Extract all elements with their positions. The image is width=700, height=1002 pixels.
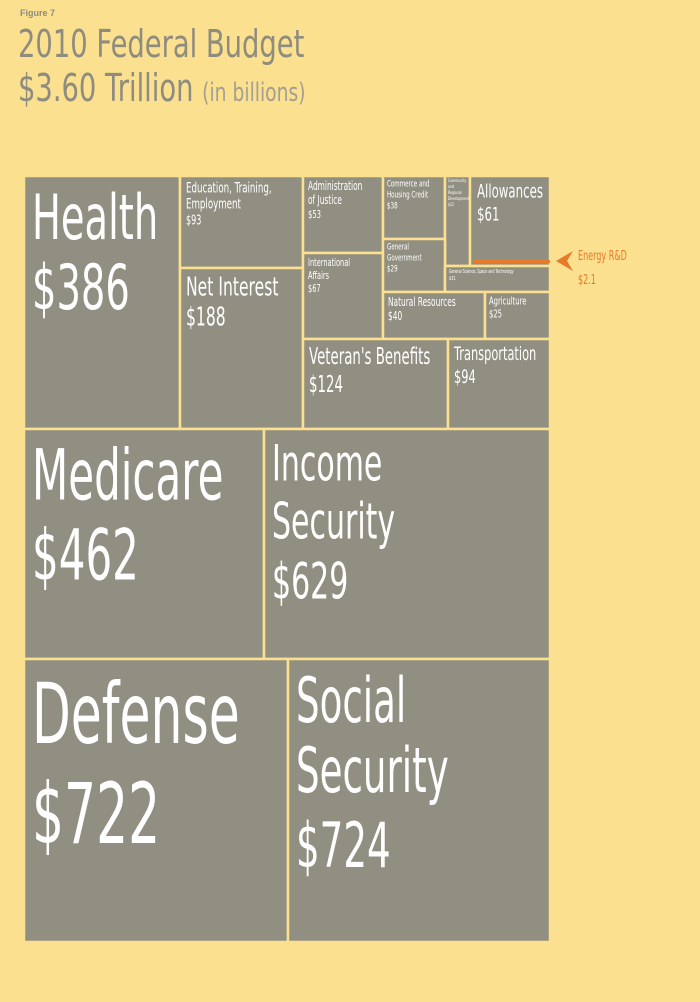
tile-rect-income-security [262, 427, 552, 661]
tile-value-community: $12 [448, 201, 454, 207]
tile-label-education: Employment [186, 195, 241, 212]
tile-value-international: $67 [308, 283, 321, 295]
title-total: $3.60 Trillion [18, 66, 194, 110]
tile-value-justice: $53 [308, 209, 321, 221]
tile-value-income-security: $629 [272, 552, 348, 610]
tile-natural-resources: Natural Resources$40 [381, 290, 487, 341]
chart-title: 2010 Federal Budget $3.60 Trillion (in b… [18, 22, 306, 115]
tile-rect-justice [301, 174, 385, 255]
energy-rd-callout: Energy R&D $2.1 [473, 248, 627, 288]
tile-label-allowances: Allowances [477, 180, 543, 203]
tile-defense: Defense$722 [22, 657, 290, 944]
tile-value-veterans: $124 [309, 372, 343, 398]
tile-value-general-gov: $29 [387, 263, 398, 274]
tile-label-commerce: Commerce and [387, 178, 430, 189]
tile-label-science: General Science, Space and Technology [449, 268, 514, 274]
tile-value-medicare: $462 [32, 514, 139, 596]
tile-label-community: Regional [448, 189, 462, 195]
energy-rd-arrow [556, 251, 573, 271]
tile-label-education: Education, Training, [186, 179, 272, 196]
tile-label-general-gov: General [387, 241, 409, 252]
tile-value-agriculture: $25 [489, 309, 502, 321]
tile-label-general-gov: Government [387, 252, 422, 263]
tile-label-justice: Administration [308, 180, 362, 193]
tile-veterans: Veteran's Benefits$124 [301, 337, 450, 431]
tile-rect-commerce [381, 174, 447, 241]
tile-label-commerce: Housing Credit [387, 189, 428, 200]
tile-value-allowances: $61 [477, 203, 499, 226]
tile-label-income-security: Income [272, 434, 382, 492]
tile-rect-allowances [468, 174, 552, 268]
tile-education: Education, Training,Employment$93 [178, 174, 305, 270]
tile-value-defense: $722 [32, 766, 160, 863]
tile-label-agriculture: Agriculture [489, 296, 527, 308]
tile-health: Health$386 [22, 174, 182, 431]
tile-label-community: Development [448, 195, 470, 201]
figure-label: Figure 7 [20, 8, 56, 18]
energy-rd-value: $2.1 [578, 272, 596, 288]
tile-transportation: Transportation$94 [446, 337, 552, 431]
tile-label-community: Community [448, 177, 467, 183]
tile-rect-defense [22, 657, 290, 944]
tile-rect-education [178, 174, 305, 270]
tile-label-international: International [308, 257, 350, 269]
tile-value-education: $93 [186, 212, 201, 228]
tile-rect-transportation [446, 337, 552, 431]
tile-rect-science [443, 264, 552, 294]
tile-science: General Science, Space and Technology$31 [443, 264, 552, 294]
tile-label-defense: Defense [32, 666, 240, 763]
energy-rd-bar [473, 260, 550, 263]
tile-agriculture: Agriculture$25 [483, 290, 552, 341]
title-unit: (in billions) [202, 78, 306, 108]
tile-label-veterans: Veteran's Benefits [309, 344, 430, 370]
tile-label-justice: of Justice [308, 194, 342, 207]
tile-value-science: $31 [449, 275, 456, 282]
tile-medicare: Medicare$462 [22, 427, 266, 661]
tile-label-international: Affairs [308, 270, 329, 282]
tile-label-natural-resources: Natural Resources [388, 296, 456, 309]
tile-label-social-security: Social [296, 666, 406, 738]
tile-label-social-security: Security [296, 736, 449, 808]
tile-value-social-security: $724 [296, 811, 391, 883]
tile-label-transportation: Transportation [453, 342, 536, 365]
title-line-1: 2010 Federal Budget [18, 22, 305, 66]
title-line-2: $3.60 Trillion (in billions) [18, 66, 306, 115]
energy-rd-label: Energy R&D [578, 248, 627, 264]
tile-value-natural-resources: $40 [388, 310, 402, 323]
tile-label-medicare: Medicare [32, 434, 223, 516]
tile-rect-social-security [286, 657, 552, 944]
tile-label-health: Health [32, 182, 158, 254]
tile-value-health: $386 [32, 252, 130, 324]
tile-label-net-interest: Net Interest [186, 273, 278, 303]
tile-value-net-interest: $188 [186, 303, 226, 333]
tile-label-income-security: Security [272, 492, 395, 550]
tile-rect-medicare [22, 427, 266, 661]
tile-value-transportation: $94 [454, 365, 476, 388]
tile-label-community: and [448, 183, 454, 189]
tile-allowances: Allowances$61 [468, 174, 552, 268]
tile-value-commerce: $38 [387, 200, 398, 211]
tile-net-interest: Net Interest$188 [178, 266, 305, 431]
